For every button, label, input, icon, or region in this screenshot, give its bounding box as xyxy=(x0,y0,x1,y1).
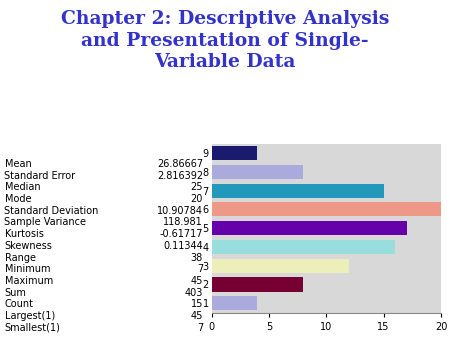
Text: Standard Deviation: Standard Deviation xyxy=(4,206,99,216)
Text: 0.11344: 0.11344 xyxy=(163,241,203,251)
Text: Mean: Mean xyxy=(4,159,31,169)
Text: Standard Error: Standard Error xyxy=(4,171,76,180)
Text: 45: 45 xyxy=(191,276,203,286)
Bar xyxy=(212,165,303,179)
Bar xyxy=(212,146,257,160)
Text: Count: Count xyxy=(4,299,33,310)
Text: 403: 403 xyxy=(184,288,203,298)
Text: -0.61717: -0.61717 xyxy=(159,229,203,239)
Text: 20: 20 xyxy=(191,194,203,204)
Bar xyxy=(212,277,303,291)
Text: Sum: Sum xyxy=(4,288,27,298)
Text: 7: 7 xyxy=(197,323,203,333)
Text: 10.90784: 10.90784 xyxy=(157,206,203,216)
Text: Largest(1): Largest(1) xyxy=(4,311,55,321)
Bar xyxy=(212,259,349,273)
Text: 7: 7 xyxy=(197,264,203,274)
Text: Minimum: Minimum xyxy=(4,264,50,274)
Bar xyxy=(212,240,395,254)
Bar xyxy=(212,202,441,216)
Text: 38: 38 xyxy=(191,252,203,263)
Bar xyxy=(212,296,257,310)
Text: 2.816392: 2.816392 xyxy=(157,171,203,180)
Bar xyxy=(212,184,383,198)
Text: Kurtosis: Kurtosis xyxy=(4,229,43,239)
Text: Median: Median xyxy=(4,182,40,192)
Text: Mode: Mode xyxy=(4,194,31,204)
Text: Range: Range xyxy=(4,252,36,263)
Text: 26.86667: 26.86667 xyxy=(157,159,203,169)
Text: 118.981: 118.981 xyxy=(163,217,203,227)
Text: Chapter 2: Descriptive Analysis
and Presentation of Single-
Variable Data: Chapter 2: Descriptive Analysis and Pres… xyxy=(61,10,389,71)
Text: 45: 45 xyxy=(191,311,203,321)
Text: Skewness: Skewness xyxy=(4,241,52,251)
Text: Sample Variance: Sample Variance xyxy=(4,217,86,227)
Bar xyxy=(212,221,407,235)
Text: 25: 25 xyxy=(190,182,203,192)
Text: 15: 15 xyxy=(191,299,203,310)
Text: Smallest(1): Smallest(1) xyxy=(4,323,60,333)
Text: Maximum: Maximum xyxy=(4,276,53,286)
